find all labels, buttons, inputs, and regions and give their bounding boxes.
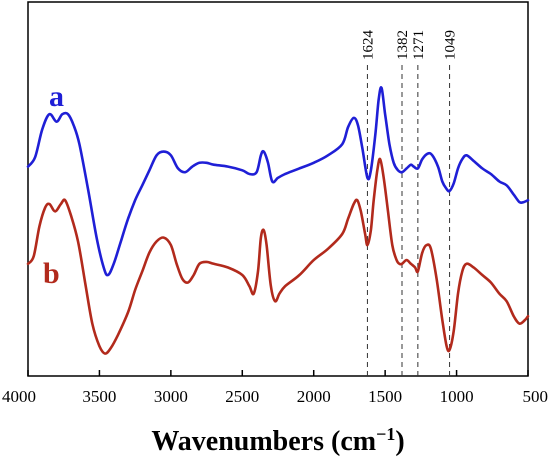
reference-label-1624: 1624 bbox=[360, 30, 376, 61]
reference-label-1271: 1271 bbox=[411, 30, 427, 60]
reference-label-1382: 1382 bbox=[395, 30, 411, 60]
x-tick-label-1500: 1500 bbox=[368, 387, 402, 406]
series-label-b: b bbox=[43, 257, 60, 290]
x-tick-label-4000: 4000 bbox=[2, 387, 36, 406]
x-tick-label-2000: 2000 bbox=[297, 387, 331, 406]
x-tick-label-500: 500 bbox=[523, 387, 549, 406]
x-axis: 4000 3500 3000 2500 2000 1500 1000 500 bbox=[2, 370, 548, 406]
x-tick-label-3500: 3500 bbox=[82, 387, 116, 406]
reference-label-1049: 1049 bbox=[443, 30, 459, 60]
x-tick-label-1000: 1000 bbox=[440, 387, 474, 406]
series-line-a bbox=[26, 86, 530, 277]
x-tick-label-3000: 3000 bbox=[154, 387, 188, 406]
x-axis-title: Wavenumbers (cm−1) bbox=[151, 424, 404, 457]
plot-frame bbox=[27, 1, 529, 377]
series-line-b bbox=[26, 157, 530, 355]
reference-lines: 1624 1382 1271 1049 bbox=[360, 30, 459, 376]
series-label-a: a bbox=[49, 80, 64, 113]
x-tick-label-2500: 2500 bbox=[225, 387, 259, 406]
series-layer bbox=[26, 86, 530, 355]
